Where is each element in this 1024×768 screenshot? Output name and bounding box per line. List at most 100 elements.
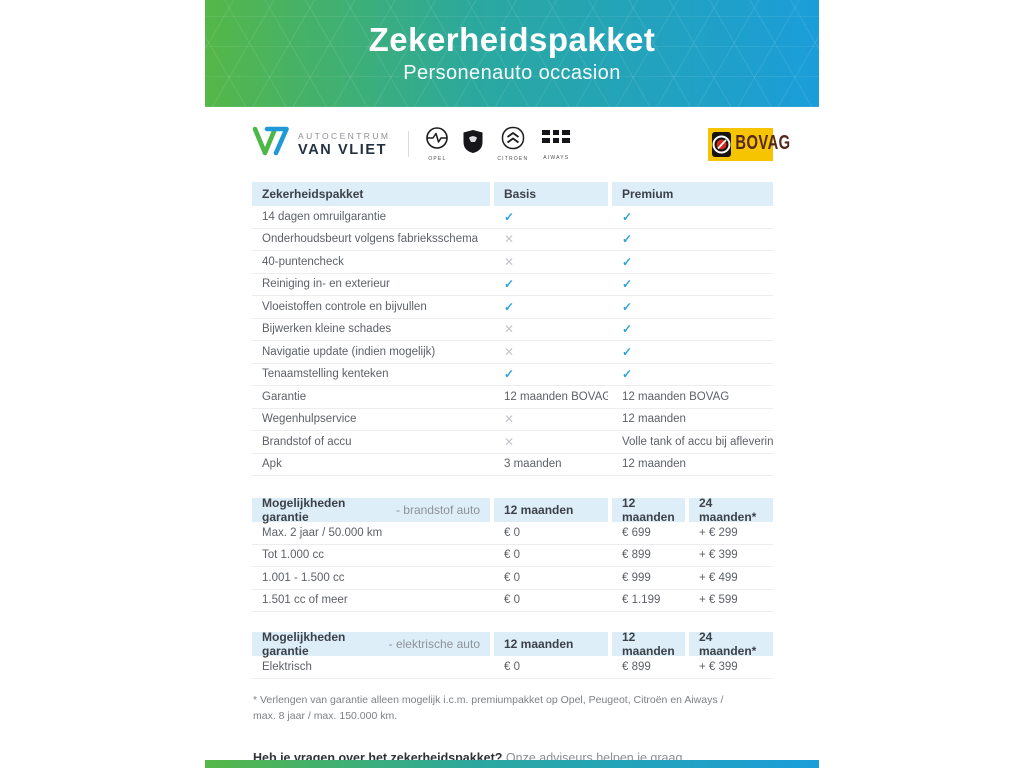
row-value: ✓ [612, 255, 773, 269]
cross-icon: ✕ [504, 344, 515, 359]
package-comparison-table: Zekerheidspakket Basis Premium 14 dagen omr… [252, 182, 773, 476]
check-icon: ✓ [504, 299, 515, 314]
row-value: € 0 [494, 594, 608, 606]
check-icon: ✓ [622, 322, 633, 337]
table-header-row: Mogelijkheden garantie - brandstof auto 12… [252, 496, 773, 524]
table-title-cell: Mogelijkheden garantie - brandstof auto [252, 496, 490, 524]
check-icon: ✓ [504, 277, 515, 292]
row-value: € 999 [612, 572, 685, 584]
row-value: 12 maanden BOVAG [494, 391, 608, 403]
column-header: Premium [612, 182, 773, 206]
table-row: Garantie 12 maanden BOVAG 12 maanden BOVAG [252, 386, 773, 409]
row-label: Garantie [262, 390, 307, 403]
fuel-warranty-table: Mogelijkheden garantie - brandstof auto 12… [252, 496, 773, 612]
opel-logo: OPEL [425, 126, 449, 162]
check-icon: ✓ [504, 209, 515, 224]
row-value: ✓ [494, 367, 608, 381]
check-icon: ✓ [622, 299, 633, 314]
column-header: Basis [494, 182, 608, 206]
bovag-emblem-icon [712, 131, 731, 157]
row-value: ✕ [494, 412, 608, 426]
table-row: Tot 1.000 cc € 0 € 899 + € 399 [252, 545, 773, 567]
row-value: ✓ [612, 367, 773, 381]
peugeot-shield-icon [462, 129, 484, 159]
row-value: ✓ [494, 300, 608, 314]
flyer-sheet: Zekerheidspakket Personenauto occasion A… [205, 0, 819, 768]
table-row: Navigatie update (indien mogelijk) ✕ ✓ [252, 341, 773, 364]
row-label: Max. 2 jaar / 50.000 km [262, 526, 383, 539]
column-header: 24 maanden* [689, 496, 773, 524]
table-row: Bijwerken kleine schades ✕ ✓ [252, 319, 773, 341]
row-label: Apk [262, 458, 282, 471]
page-title: Zekerheidspakket [368, 21, 656, 59]
row-label: Vloeistoffen controle en bijvullen [262, 300, 427, 313]
row-value: + € 399 [689, 549, 773, 561]
cross-icon: ✕ [504, 434, 515, 449]
row-value: + € 399 [689, 661, 773, 673]
table-row: Onderhoudsbeurt volgens fabrieksschema ✕ ✓ [252, 229, 773, 251]
row-value: € 0 [494, 572, 608, 584]
row-label: Elektrisch [262, 660, 312, 673]
row-value: € 0 [494, 527, 608, 539]
row-label: Brandstof of accu [262, 435, 352, 448]
row-label: 14 dagen omruilgarantie [262, 210, 387, 223]
logo-divider [408, 131, 410, 157]
row-value: ✕ [494, 232, 608, 246]
row-value: 12 maanden [612, 413, 773, 425]
column-header: 12 maanden [612, 630, 685, 658]
dealer-name-bottom: VAN VLIET [298, 141, 388, 158]
row-value: ✓ [494, 277, 608, 291]
row-value: ✓ [612, 210, 773, 224]
table-row: Brandstof of accu ✕ Volle tank of accu bij… [252, 431, 773, 454]
check-icon: ✓ [504, 367, 515, 382]
row-value: ✕ [494, 322, 608, 336]
table-row: Tenaamstelling kenteken ✓ ✓ [252, 364, 773, 386]
row-value: + € 599 [689, 594, 773, 606]
row-value: ✕ [494, 435, 608, 449]
row-value: € 0 [494, 549, 608, 561]
citroen-label: CITROEN [497, 156, 529, 162]
table-header-row: Zekerheidspakket Basis Premium [252, 182, 773, 206]
column-header: 12 maanden [612, 496, 685, 524]
peugeot-logo [462, 129, 484, 160]
check-icon: ✓ [622, 344, 633, 359]
table-row: Wegenhulpservice ✕ 12 maanden [252, 409, 773, 431]
column-header: 12 maanden [494, 498, 608, 522]
table-title-cell: Mogelijkheden garantie - elektrische auto [252, 630, 490, 658]
dealer-name-top: AUTOCENTRUM [298, 130, 391, 141]
row-value: € 0 [494, 661, 608, 673]
table-row: Apk 3 maanden 12 maanden [252, 454, 773, 476]
footnote: * Verlengen van garantie alleen mogelijk… [253, 693, 724, 722]
cross-icon: ✕ [504, 232, 515, 247]
opel-icon [425, 126, 449, 155]
table-row: Elektrisch € 0 € 899 + € 399 [252, 656, 773, 679]
check-icon: ✓ [622, 254, 633, 269]
row-value: 12 maanden BOVAG [612, 391, 773, 403]
opel-label: OPEL [428, 156, 447, 162]
citroen-logo: CITROEN [497, 126, 528, 162]
row-value: + € 299 [689, 527, 773, 539]
table-row: 1.501 cc of meer € 0 € 1.199 + € 599 [252, 590, 773, 612]
check-icon: ✓ [622, 277, 633, 292]
cross-icon: ✕ [504, 254, 515, 269]
table-title-bold: Mogelijkheden garantie [262, 496, 346, 524]
check-icon: ✓ [622, 367, 633, 382]
row-label: Onderhoudsbeurt volgens fabrieksschema [262, 233, 479, 246]
row-value: ✓ [494, 210, 608, 224]
bovag-logo: BOVAG [708, 127, 790, 161]
row-label: Tot 1.000 cc [262, 549, 325, 562]
table-header-row: Mogelijkheden garantie - elektrische auto… [252, 630, 773, 658]
row-value: 3 maanden [494, 458, 608, 470]
row-value: € 899 [612, 549, 685, 561]
row-value: ✓ [612, 322, 773, 336]
table-row: Reiniging in- en exterieur ✓ ✓ [252, 274, 773, 296]
aiways-icon [541, 127, 571, 154]
row-value: € 899 [612, 661, 685, 673]
row-value: ✕ [494, 345, 608, 359]
row-value: ✓ [612, 345, 773, 359]
row-label: Reiniging in- en exterieur [262, 278, 390, 291]
electric-warranty-table: Mogelijkheden garantie - elektrische auto… [252, 630, 773, 679]
row-label: 40-puntencheck [262, 255, 344, 268]
table-title-light: - elektrische auto [388, 637, 480, 651]
